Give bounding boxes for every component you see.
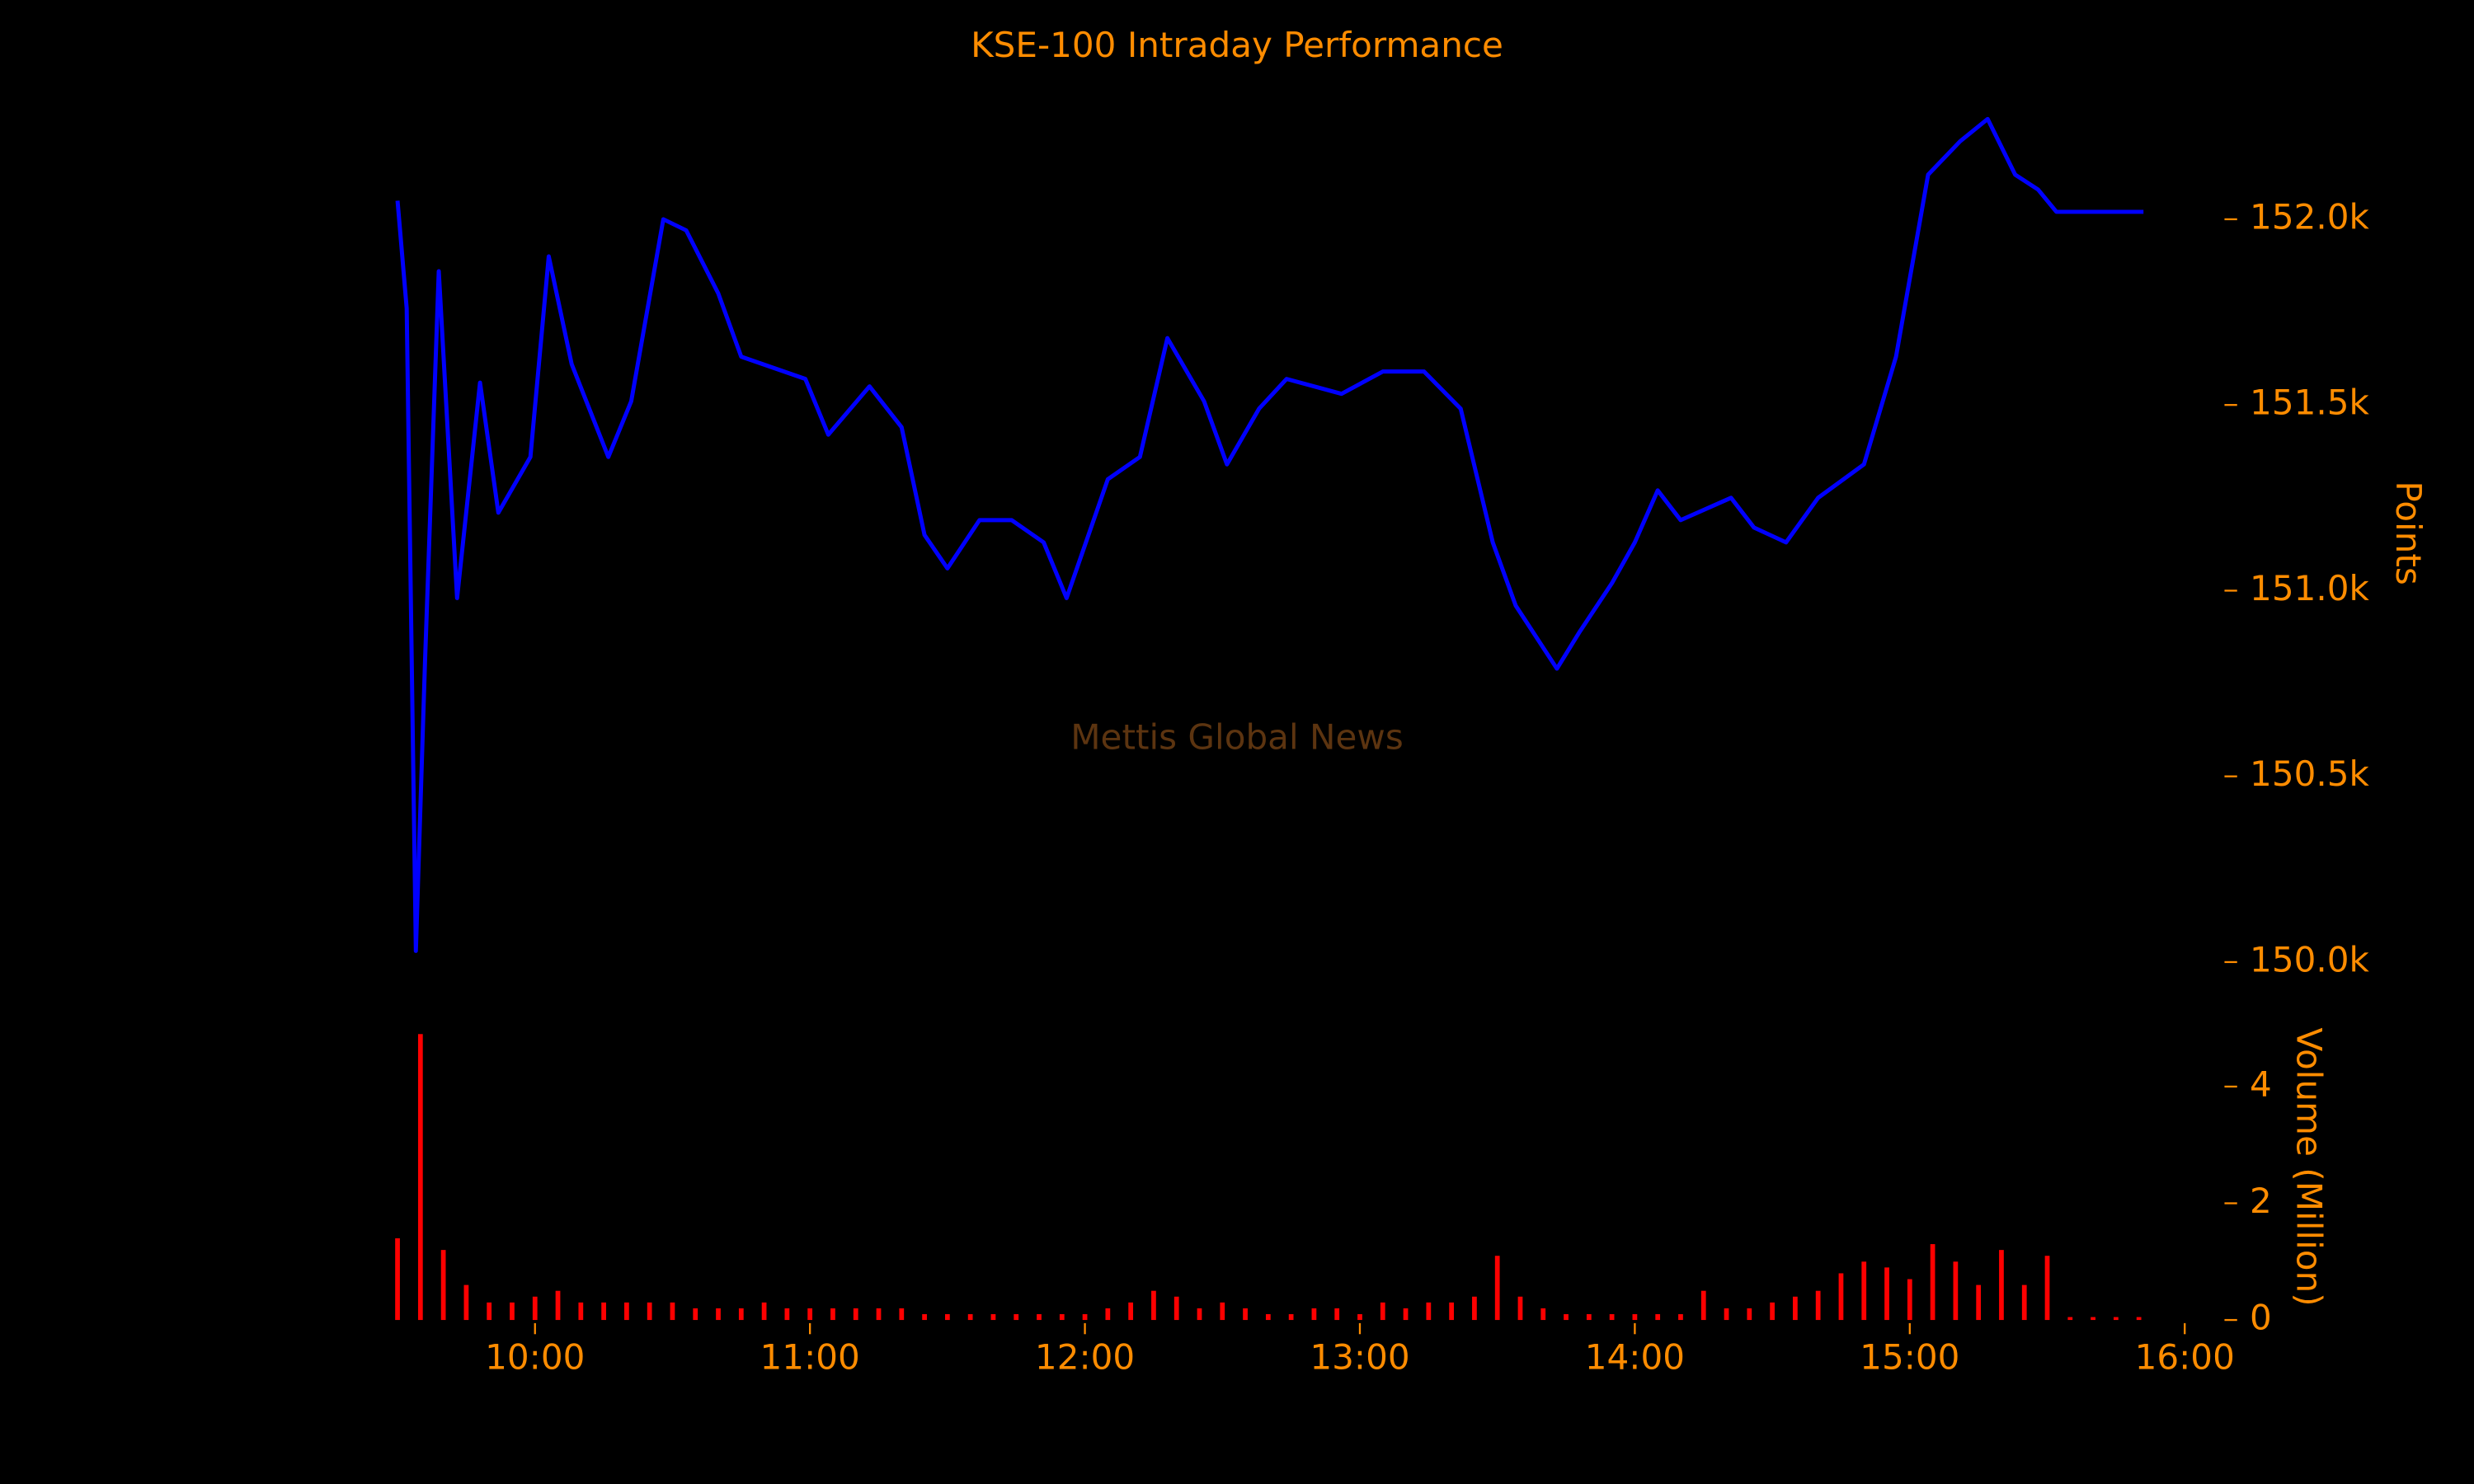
volume-bar (990, 1313, 996, 1321)
volume-bar (555, 1290, 561, 1321)
y-axis-label: Points (2388, 481, 2429, 585)
volume-bar (1678, 1313, 1683, 1321)
volume-bar (1311, 1308, 1317, 1321)
volume-bar (2044, 1256, 2050, 1321)
volume-bar (1494, 1256, 1500, 1321)
volume-bar (2136, 1317, 2142, 1321)
volume-bar (578, 1302, 584, 1321)
y-tick-label: 2 (2250, 1181, 2272, 1221)
volume-bar (1403, 1308, 1409, 1321)
volume-bar (876, 1308, 882, 1321)
volume-bar (1586, 1313, 1592, 1321)
volume-bar (1838, 1273, 1844, 1321)
volume-bar (899, 1308, 905, 1321)
volume-bar (1564, 1313, 1569, 1321)
volume-bar (1815, 1290, 1821, 1321)
volume-bar (1174, 1296, 1179, 1321)
volume-bar (784, 1308, 790, 1321)
volume-bar (1884, 1267, 1889, 1321)
volume-bar (1220, 1302, 1225, 1321)
x-tick-label: 14:00 (1585, 1336, 1685, 1377)
volume-bar (624, 1302, 629, 1321)
x-tick-label: 12:00 (1035, 1336, 1135, 1377)
volume-bar (944, 1313, 950, 1321)
volume-bar (1151, 1290, 1156, 1321)
volume-bar (1632, 1313, 1638, 1321)
volume-bar (1930, 1244, 1935, 1321)
volume-bar (1953, 1261, 1959, 1321)
volume-bar (510, 1302, 515, 1321)
y-tick-label: 150.5k (2250, 754, 2369, 794)
volume-bar (395, 1237, 400, 1321)
y-tick-label: 0 (2250, 1298, 2272, 1338)
y-tick-label: 152.0k (2250, 196, 2369, 237)
volume-bar (738, 1308, 744, 1321)
volume-bar (1128, 1302, 1134, 1321)
volume-bar (1747, 1308, 1752, 1321)
volume-bar (1449, 1302, 1454, 1321)
volume-bar (487, 1302, 492, 1321)
volume-bar (1197, 1308, 1202, 1321)
volume-bar (1105, 1308, 1111, 1321)
volume-bar (1999, 1250, 2004, 1321)
x-tick-label: 13:00 (1310, 1336, 1409, 1377)
volume-bar (1014, 1313, 1019, 1321)
y-tick-label: 4 (2250, 1064, 2272, 1104)
volume-bar (1243, 1308, 1248, 1321)
volume-bar (693, 1308, 698, 1321)
volume-bar (2067, 1317, 2073, 1321)
volume-bar (807, 1308, 813, 1321)
volume-bar (2114, 1317, 2119, 1321)
volume-bar (440, 1250, 446, 1321)
volume-bar (601, 1302, 606, 1321)
volume-bar (1861, 1261, 1867, 1321)
volume-bar (1609, 1313, 1615, 1321)
y2-axis-label: Volume (Million) (2288, 1027, 2329, 1306)
volume-bar (1426, 1302, 1432, 1321)
y-tick-label: 151.0k (2250, 568, 2369, 608)
x-tick-label: 16:00 (2135, 1336, 2235, 1377)
volume-bar (2091, 1317, 2095, 1321)
volume-bar (1793, 1296, 1798, 1321)
x-tick-label: 11:00 (760, 1336, 860, 1377)
volume-bar (1265, 1313, 1271, 1321)
watermark: Mettis Global News (1070, 717, 1403, 758)
volume-bar (1380, 1302, 1385, 1321)
volume-bar (463, 1284, 469, 1321)
volume-bar (922, 1313, 927, 1321)
volume-bar (967, 1313, 973, 1321)
volume-bar (2021, 1284, 2027, 1321)
volume-bar (761, 1302, 767, 1321)
volume-bar (1655, 1313, 1661, 1321)
volume-bar (647, 1302, 652, 1321)
volume-bar (1357, 1313, 1362, 1321)
volume-bar (1059, 1313, 1065, 1321)
x-tick-label: 10:00 (485, 1336, 585, 1377)
volume-bar (1472, 1296, 1477, 1321)
volume-bar (1700, 1290, 1706, 1321)
volume-bar (1540, 1308, 1546, 1321)
volume-bar (1770, 1302, 1775, 1321)
volume-bar (670, 1302, 675, 1321)
y-tick-label: 150.0k (2250, 939, 2369, 979)
volume-bar (1976, 1284, 1982, 1321)
volume-bar (1517, 1296, 1523, 1321)
volume-bar (1907, 1279, 1912, 1321)
volume-bar (830, 1308, 835, 1321)
volume-bar (1724, 1308, 1729, 1321)
volume-bar (1288, 1313, 1294, 1321)
volume-bar (1037, 1313, 1042, 1321)
x-tick-label: 15:00 (1860, 1336, 1959, 1377)
volume-bar (716, 1308, 721, 1321)
volume-bar (1334, 1308, 1340, 1321)
y-tick-label: 151.5k (2250, 383, 2369, 423)
volume-bar (853, 1308, 858, 1321)
volume-bar (417, 1034, 423, 1321)
price-line (395, 116, 2144, 953)
volume-bar (532, 1296, 538, 1321)
chart-title: KSE-100 Intraday Performance (971, 25, 1503, 65)
volume-bar (1082, 1313, 1088, 1321)
